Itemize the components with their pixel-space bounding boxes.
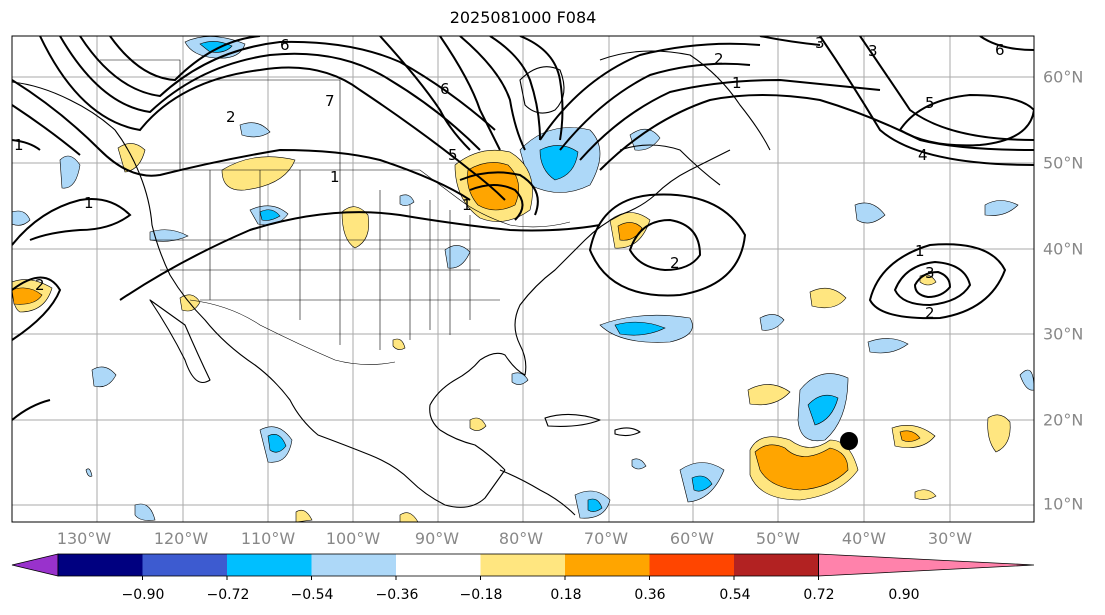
lat-label-50n: 50°N — [1043, 153, 1084, 173]
colorbar-segment — [58, 554, 143, 576]
lon-label-90w: 90°W — [414, 529, 460, 548]
colorbar-segment — [311, 554, 396, 576]
contour-label: 6 — [280, 36, 290, 54]
map-frame — [11, 35, 1035, 523]
gridlines — [12, 36, 1034, 522]
colorbar — [11, 553, 1035, 580]
colorbar-segment — [734, 554, 819, 576]
contour-label: 1 — [14, 136, 24, 154]
contour-label: 7 — [325, 92, 335, 110]
contour-label: 6 — [995, 41, 1005, 59]
colorbar-tick-label: −0.18 — [459, 587, 503, 603]
colorbar-tick-label: −0.72 — [206, 587, 250, 603]
contour-label: 5 — [448, 146, 458, 164]
contour-label: 2 — [226, 108, 236, 126]
colorbar-segment — [649, 554, 734, 576]
colorbar-segment — [396, 554, 481, 576]
lon-label-100w: 100°W — [325, 529, 381, 548]
contour-label: 2 — [925, 304, 935, 322]
colorbar-tick-label: 0.54 — [719, 587, 751, 603]
colorbar-tick-label: −0.90 — [121, 587, 165, 603]
lon-label-50w: 50°W — [755, 529, 801, 548]
contour-label: 1 — [732, 74, 742, 92]
lat-label-10n: 10°N — [1043, 494, 1084, 514]
contour-label: 3 — [868, 42, 878, 60]
contour-label: 1 — [330, 168, 340, 186]
lat-label-60n: 60°N — [1043, 67, 1084, 87]
lon-label-30w: 30°W — [927, 529, 973, 548]
coastlines — [12, 50, 771, 516]
colorbar-tick-label: −0.54 — [290, 587, 334, 603]
colorbar-tick-label: −0.36 — [375, 587, 419, 603]
colorbar-segment — [565, 554, 650, 576]
colorbar-frame — [57, 553, 819, 577]
lon-label-120w: 120°W — [153, 529, 209, 548]
map-title: 2025081000 F084 — [449, 8, 597, 27]
colorbar-extend-low — [11, 553, 59, 577]
contour-value-labels: 6 2 3 1 3 6 7 6 5 1 2 1 5 4 1 2 1 3 2 2 … — [14, 34, 1005, 322]
contour-label: 6 — [440, 80, 450, 98]
lat-label-40n: 40°N — [1043, 239, 1084, 259]
lon-label-130w: 130°W — [56, 529, 112, 548]
storm-position-dot — [840, 432, 858, 450]
colorbar-extend-high — [818, 553, 1035, 577]
colorbar-segment — [142, 554, 227, 576]
colorbar-tick-label: 0.90 — [888, 587, 920, 603]
colorbar-tick-label: 0.36 — [634, 587, 666, 603]
lat-label-20n: 20°N — [1043, 410, 1084, 430]
contour-lines — [12, 36, 1034, 421]
lon-label-110w: 110°W — [240, 529, 296, 548]
contour-label: 5 — [925, 94, 935, 112]
colorbar-tick-label: 0.72 — [803, 587, 835, 603]
colorbar-segment — [227, 554, 312, 576]
lon-label-60w: 60°W — [669, 529, 715, 548]
contour-label: 1 — [915, 242, 925, 260]
lat-label-30n: 30°N — [1043, 324, 1084, 344]
colorbar-tick-label: 0.18 — [550, 587, 582, 603]
colorbar-segment — [480, 554, 565, 576]
contour-label: 2 — [670, 254, 680, 272]
lon-label-70w: 70°W — [583, 529, 629, 548]
lon-label-80w: 80°W — [498, 529, 544, 548]
contour-label: 1 — [462, 196, 472, 214]
contour-label: 2 — [35, 276, 45, 294]
contour-label: 3 — [815, 34, 825, 52]
contour-label: 2 — [714, 50, 724, 68]
contour-label: 1 — [84, 194, 94, 212]
contour-label: 4 — [918, 146, 928, 164]
positive-anomaly-regions — [12, 143, 1011, 522]
contour-label: 3 — [925, 264, 935, 282]
lon-label-40w: 40°W — [841, 529, 887, 548]
